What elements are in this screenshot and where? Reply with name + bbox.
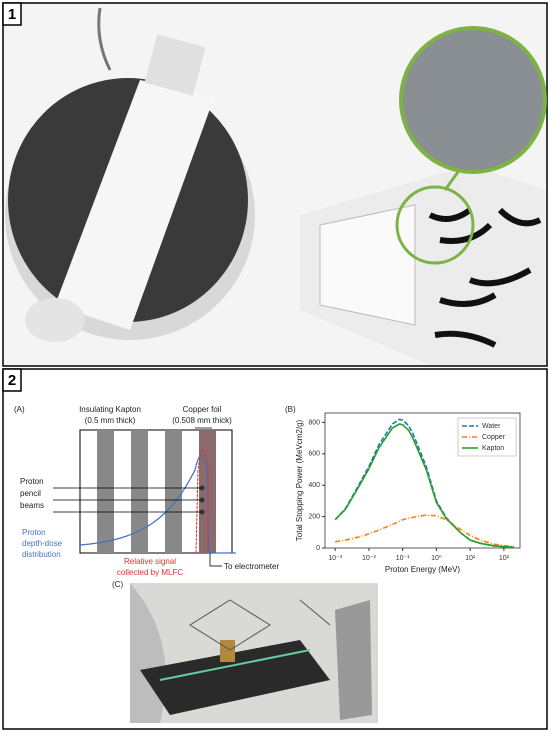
zoom-arrow [443, 171, 460, 191]
connector [144, 34, 206, 96]
panel-c-label: (C) [112, 580, 123, 589]
y-tick-label: 0 [316, 545, 320, 552]
panel-label-box [2, 2, 22, 26]
legend-label: Copper [482, 434, 506, 441]
y-tick-label: 800 [308, 419, 320, 426]
electrometer-text: To electrometer [224, 562, 279, 571]
legend-box [457, 417, 517, 457]
chart: 0 200 400 600 800 10⁻³ 10⁻² 10⁻¹ 10⁰ 10¹ 10² Proton… [295, 412, 521, 574]
depth-dose-text: depth-dose [22, 539, 63, 548]
box-face [319, 204, 416, 326]
copper-title: Copper foil [183, 405, 222, 414]
beam-dots [199, 485, 205, 515]
foot [25, 298, 85, 342]
beams-text: Proton [20, 477, 44, 486]
beams-text: beams [20, 501, 44, 510]
kapton-title: Insulating Kapton [79, 405, 141, 414]
beam-pointers [53, 427, 222, 567]
depth-dose-text: Proton [22, 528, 46, 537]
center-strip [55, 80, 215, 330]
series-line [335, 514, 515, 548]
x-tick-label: 10¹ [465, 555, 476, 562]
x-tick-label: 10⁰ [431, 554, 442, 562]
y-tick-label: 400 [308, 482, 320, 489]
x-tick-label: 10² [499, 555, 510, 562]
panel-a-label: (A) [14, 405, 25, 414]
legend-label: Kapton [482, 445, 504, 452]
zoom-detail [399, 26, 547, 174]
series-line [334, 423, 515, 548]
x-tick-label: 10⁻¹ [396, 555, 410, 562]
y-axis-label: Total Stopping Power (MeVcm2/g) [295, 419, 304, 541]
y-tick-label: 600 [308, 451, 320, 458]
cable [97, 7, 112, 71]
legend-label: Water [482, 423, 501, 430]
copper-thickness: (0.508 mm thick) [172, 416, 232, 425]
x-tick-label: 10⁻³ [328, 555, 342, 562]
panel-b-label: (B) [285, 405, 296, 414]
photo-c [130, 583, 378, 723]
panel-label: 1 [8, 6, 16, 23]
signal-curve [195, 449, 209, 554]
x-tick-label: 10⁻² [362, 555, 376, 562]
box [300, 165, 545, 365]
beams-text: pencil [20, 489, 41, 498]
plot-frame [324, 412, 521, 549]
x-axis-label: Proton Energy (MeV) [385, 565, 460, 574]
panel-label: 2 [8, 372, 16, 389]
kapton-thickness: (0.5 mm thick) [85, 416, 136, 425]
depth-dose-text: distribution [22, 550, 61, 559]
signal-text: Relative signal [124, 557, 176, 566]
y-tick-label: 200 [308, 513, 320, 520]
zebra-stripes [428, 207, 542, 348]
signal-text: collected by MLFC [117, 568, 183, 577]
panel-label-box [2, 368, 22, 392]
depth-dose-curve [79, 454, 236, 554]
zoom-circle [395, 185, 475, 265]
